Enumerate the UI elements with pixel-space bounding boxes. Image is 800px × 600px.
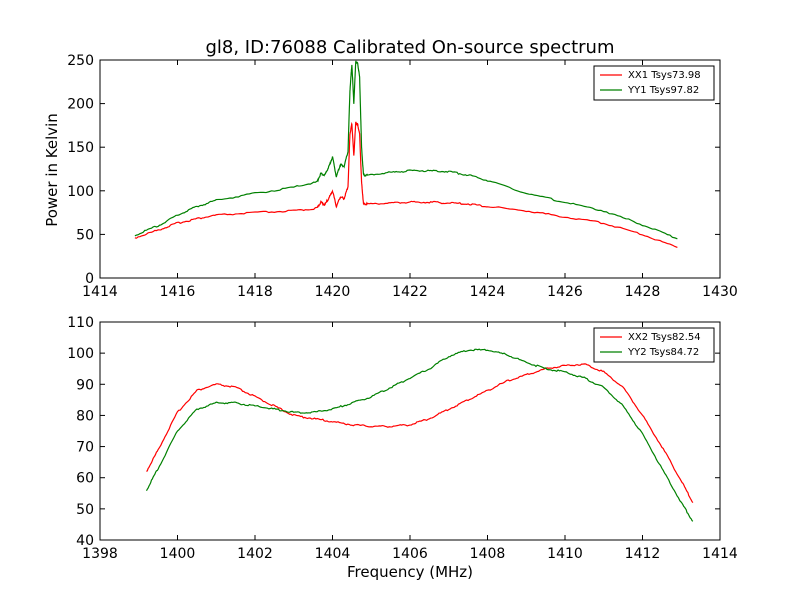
top-panel-x-tick-label: 1426 — [547, 284, 583, 300]
top-panel-title: gl8, ID:76088 Calibrated On-source spect… — [205, 37, 614, 58]
bottom-panel-x-tick-label: 1406 — [392, 546, 428, 562]
top-panel-y-tick-label: 200 — [67, 97, 94, 113]
top-panel: gl8, ID:76088 Calibrated On-source spect… — [43, 37, 738, 300]
bottom-panel-y-tick-label: 40 — [76, 533, 94, 549]
bottom-panel-ticks: 1398 1400 1402 1404 1406 1408 1410 1412 1414 40 50… — [67, 315, 738, 562]
bottom-panel-x-tick-label: 1402 — [237, 546, 273, 562]
top-panel-y-tick-label: 100 — [67, 184, 94, 200]
bottom-panel-x-tick-label: 1408 — [470, 546, 506, 562]
top-panel-x-tick-label: 1422 — [392, 284, 428, 300]
top-panel-y-axis-label: Power in Kelvin — [43, 113, 61, 227]
top-panel-x-tick-label: 1416 — [160, 284, 196, 300]
bottom-panel-y-tick-label: 80 — [76, 408, 94, 424]
top-panel-x-tick-label: 1418 — [237, 284, 273, 300]
bottom-panel-series-line-2 — [145, 348, 694, 522]
top-panel-x-tick-label: 1414 — [82, 284, 118, 300]
bottom-panel-y-tick-label: 110 — [67, 315, 94, 331]
top-panel-series-group — [134, 60, 678, 249]
bottom-panel-series-group — [145, 348, 694, 522]
top-panel-y-tick-label: 50 — [76, 227, 94, 243]
bottom-panel-x-tick-label: 1404 — [315, 546, 351, 562]
top-panel-x-tick-label: 1420 — [315, 284, 351, 300]
bottom-panel: 1398 1400 1402 1404 1406 1408 1410 1412 1414 40 50… — [67, 315, 738, 581]
legend-label-xx2: XX2 Tsys82.54 — [628, 332, 701, 343]
legend-label-xx1: XX1 Tsys73.98 — [628, 70, 701, 81]
top-panel-legend-box — [593, 65, 715, 101]
bottom-panel-x-tick-label: 1412 — [625, 546, 661, 562]
bottom-panel-legend: XX2 Tsys82.54 YY2 Tsys84.72 — [593, 327, 715, 363]
top-panel-x-tick-label: 1430 — [702, 284, 738, 300]
top-panel-series-line-1 — [134, 121, 678, 249]
top-panel-series-line-2 — [134, 60, 678, 240]
bottom-panel-y-tick-label: 90 — [76, 377, 94, 393]
bottom-panel-y-tick-label: 50 — [76, 502, 94, 518]
bottom-panel-x-tick-label: 1410 — [547, 546, 583, 562]
bottom-panel-x-tick-label: 1398 — [82, 546, 118, 562]
top-panel-y-tick-label: 250 — [67, 53, 94, 69]
top-panel-legend: XX1 Tsys73.98 YY1 Tsys97.82 — [593, 65, 715, 101]
bottom-panel-series-line-1 — [146, 363, 694, 504]
top-panel-y-tick-label: 0 — [85, 271, 94, 287]
top-panel-ticks: 1414 1416 1418 1420 1422 1424 1426 1428 1430 0 50 1… — [67, 53, 738, 300]
bottom-panel-x-tick-label: 1400 — [160, 546, 196, 562]
bottom-panel-y-tick-label: 100 — [67, 346, 94, 362]
legend-label-yy1: YY1 Tsys97.82 — [627, 85, 699, 96]
bottom-panel-y-tick-label: 60 — [76, 471, 94, 487]
top-panel-x-tick-label: 1428 — [625, 284, 661, 300]
bottom-panel-legend-box — [593, 327, 715, 363]
bottom-panel-x-tick-label: 1414 — [702, 546, 738, 562]
legend-label-yy2: YY2 Tsys84.72 — [627, 347, 699, 358]
top-panel-x-tick-label: 1424 — [470, 284, 506, 300]
bottom-panel-y-tick-label: 70 — [76, 440, 94, 456]
bottom-panel-x-axis-label: Frequency (MHz) — [347, 563, 473, 581]
top-panel-y-tick-label: 150 — [67, 140, 94, 156]
